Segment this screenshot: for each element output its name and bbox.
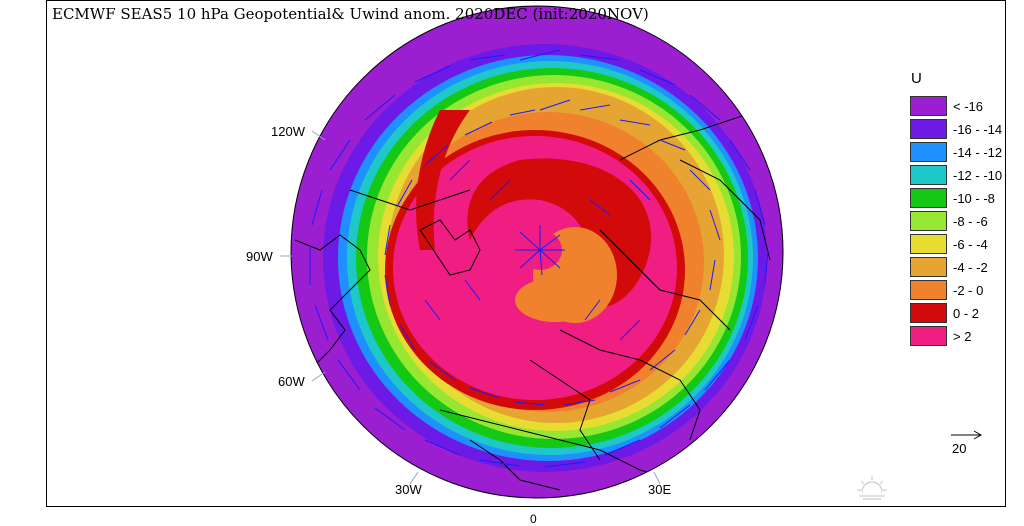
lon-label-30w: 30W bbox=[395, 482, 422, 497]
legend-label: > 2 bbox=[953, 329, 972, 344]
legend-swatch bbox=[910, 142, 947, 162]
legend-label: -8 - -6 bbox=[953, 214, 988, 229]
vector-scale-arrow bbox=[951, 430, 983, 440]
map-boundary bbox=[290, 5, 784, 499]
lon-label-0: 0 bbox=[530, 512, 537, 526]
legend-label: -16 - -14 bbox=[953, 122, 1003, 137]
legend-swatch bbox=[910, 257, 947, 277]
legend-label: -12 - -10 bbox=[953, 168, 1003, 183]
longitude-ticks bbox=[280, 130, 661, 485]
legend-swatch bbox=[910, 211, 947, 231]
legend-swatch bbox=[910, 303, 947, 323]
west-red-arm bbox=[416, 110, 470, 250]
legend-label: -10 - -8 bbox=[953, 191, 995, 206]
anomaly-field bbox=[291, 6, 783, 498]
legend-label: -2 - 0 bbox=[953, 283, 984, 298]
vector-scale-label: 20 bbox=[952, 441, 967, 456]
lon-label-30e: 30E bbox=[648, 482, 672, 497]
legend-label: -14 - -12 bbox=[953, 145, 1003, 160]
legend-swatch bbox=[910, 96, 947, 116]
legend-swatch bbox=[910, 165, 947, 185]
legend-swatch bbox=[910, 234, 947, 254]
legend-label: -4 - -2 bbox=[953, 260, 988, 275]
legend-swatch bbox=[910, 188, 947, 208]
legend-label: -6 - -4 bbox=[953, 237, 988, 252]
legend-label: 0 - 2 bbox=[953, 306, 980, 321]
legend-swatch bbox=[910, 280, 947, 300]
legend-title: U bbox=[911, 70, 922, 87]
coastlines bbox=[294, 109, 771, 491]
lon-label-90w: 90W bbox=[246, 249, 273, 264]
wind-vectors bbox=[309, 49, 769, 468]
legend-swatch bbox=[910, 326, 947, 346]
chart-title: ECMWF SEAS5 10 hPa Geopotential& Uwind a… bbox=[52, 5, 649, 23]
legend-swatch bbox=[910, 119, 947, 139]
lon-label-60w: 60W bbox=[278, 374, 305, 389]
sun-watermark-icon bbox=[857, 476, 887, 500]
lon-label-120w: 120W bbox=[271, 124, 305, 139]
legend-label: < -16 bbox=[953, 99, 983, 114]
